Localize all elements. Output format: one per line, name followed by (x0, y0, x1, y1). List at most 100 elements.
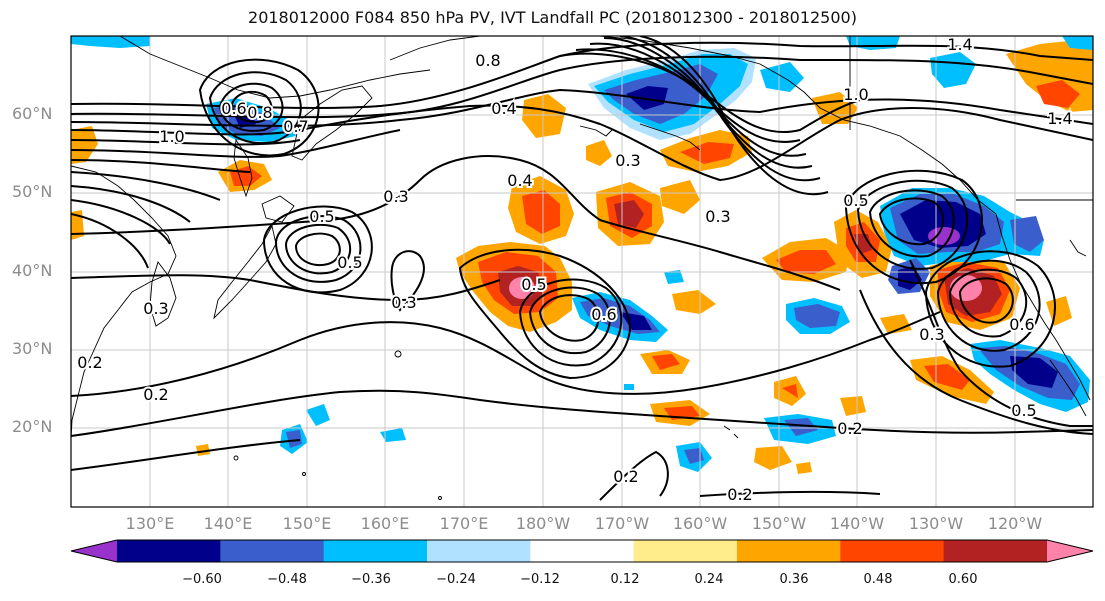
contour-label: 0.5 (843, 191, 868, 210)
colorbar-extend-max (1047, 540, 1093, 562)
colorbar-segments (71, 540, 1093, 562)
colorbar-tick-label: 0.48 (863, 572, 893, 587)
canada-border (849, 36, 1093, 201)
positive-anomaly-blob (782, 384, 798, 398)
contour-label: 0.3 (383, 187, 408, 206)
positive-anomaly-blob (652, 354, 680, 370)
negative-anomaly-blob (1010, 216, 1044, 252)
positive-anomaly-blob (71, 210, 84, 240)
contour-line (71, 213, 149, 269)
lon-label: 150°E (282, 514, 332, 533)
contours (71, 36, 1093, 501)
positive-anomaly-blob (586, 140, 612, 166)
map-frame (70, 35, 1094, 508)
contour-label: 1.0 (843, 85, 868, 104)
negative-anomaly-blob (232, 108, 256, 128)
contour-line (639, 36, 829, 195)
colorbar-tick-label: 0.36 (779, 572, 809, 587)
contour-label: 1.4 (1047, 109, 1072, 128)
colorbar-tick-label: −0.60 (182, 572, 222, 587)
contour-line (390, 250, 425, 312)
colorbar-outline (70, 539, 1094, 563)
contour-line (208, 71, 302, 145)
colorbar-segment (427, 540, 531, 562)
contour-line (859, 289, 1093, 435)
contour-line (262, 205, 373, 294)
negative-anomaly-blob (380, 428, 406, 442)
contour-label: 0.5 (309, 207, 334, 226)
contour-label: 0.3 (919, 325, 944, 344)
colorbar-segment (943, 540, 1048, 562)
negative-anomaly-blob (624, 384, 634, 390)
lat-label: 60°N (12, 104, 53, 123)
contour-line (71, 155, 841, 291)
contour-label: 1.4 (947, 35, 972, 54)
contour-label: 0.5 (337, 253, 362, 272)
contour-line (71, 139, 301, 146)
baja-coastline (1049, 359, 1087, 417)
negative-anomaly-blob (1062, 36, 1093, 50)
contour-label: 0.2 (77, 353, 102, 372)
contour-line (528, 286, 611, 355)
contour-line (958, 277, 1014, 324)
contour-label: 0.5 (1011, 401, 1036, 420)
lon-label: 140°E (203, 514, 253, 533)
contour-line (71, 88, 1093, 127)
lon-label: 130°W (908, 514, 964, 533)
colorbar-tick-label: 0.12 (610, 572, 640, 587)
contour-line (71, 159, 251, 173)
contour-line (603, 37, 813, 169)
positive-anomaly-blob (660, 180, 700, 214)
contour-label: 0.6 (591, 305, 616, 324)
positive-anomaly-blob (672, 290, 716, 314)
lon-label: 130°E (125, 514, 175, 533)
lon-label: 160°E (360, 514, 410, 533)
contour-label: 0.2 (613, 467, 638, 486)
korea-coastline (149, 261, 177, 327)
contour-line (71, 389, 1093, 437)
positive-anomaly-blob (71, 126, 98, 164)
contour-line (71, 439, 301, 471)
contour-label: 0.4 (507, 171, 532, 190)
positive-anomaly-blob (522, 94, 566, 138)
contour-line (71, 274, 501, 302)
contour-label: 0.3 (615, 151, 640, 170)
contour-line (71, 185, 191, 223)
contour-line (948, 268, 1028, 338)
chukotka-coastline (389, 36, 481, 61)
negative-anomaly-blob (306, 404, 330, 426)
contour-line (71, 104, 1093, 182)
colorbar-segment (633, 540, 738, 562)
lat-label: 20°N (12, 417, 53, 436)
lon-label: 170°W (594, 514, 650, 533)
contour-line (284, 223, 352, 275)
negative-anomaly-fills (71, 36, 1093, 472)
contour-line (856, 179, 969, 270)
contour-label: 0.4 (491, 99, 516, 118)
lon-label: 150°W (751, 514, 807, 533)
colorbar-tick-label: −0.48 (267, 572, 307, 587)
negative-anomaly-blob (664, 270, 684, 284)
contour-label: 1.0 (159, 127, 184, 146)
colorbar-segment (220, 540, 325, 562)
contour-label: 0.3 (705, 207, 730, 226)
contour-line (294, 232, 341, 266)
colorbar-segment (530, 540, 635, 562)
contour-label: 0.8 (247, 103, 272, 122)
kamchatka-coastline (291, 85, 373, 161)
contour-line (71, 171, 221, 201)
positive-anomaly-blob (776, 250, 836, 274)
lon-label: 170°E (439, 514, 489, 533)
colorbar (70, 539, 1094, 563)
negative-anomaly-blob (784, 418, 818, 436)
positive-anomaly-blob (1046, 296, 1072, 326)
contour-line (599, 450, 669, 501)
negative-anomaly-blob (71, 36, 150, 48)
negative-anomaly-core (928, 227, 960, 245)
negative-anomaly-blob (626, 86, 668, 110)
contour-line (559, 52, 861, 133)
contour-line (538, 294, 600, 342)
contour-line (71, 199, 171, 245)
lon-label: 180°W (515, 514, 571, 533)
